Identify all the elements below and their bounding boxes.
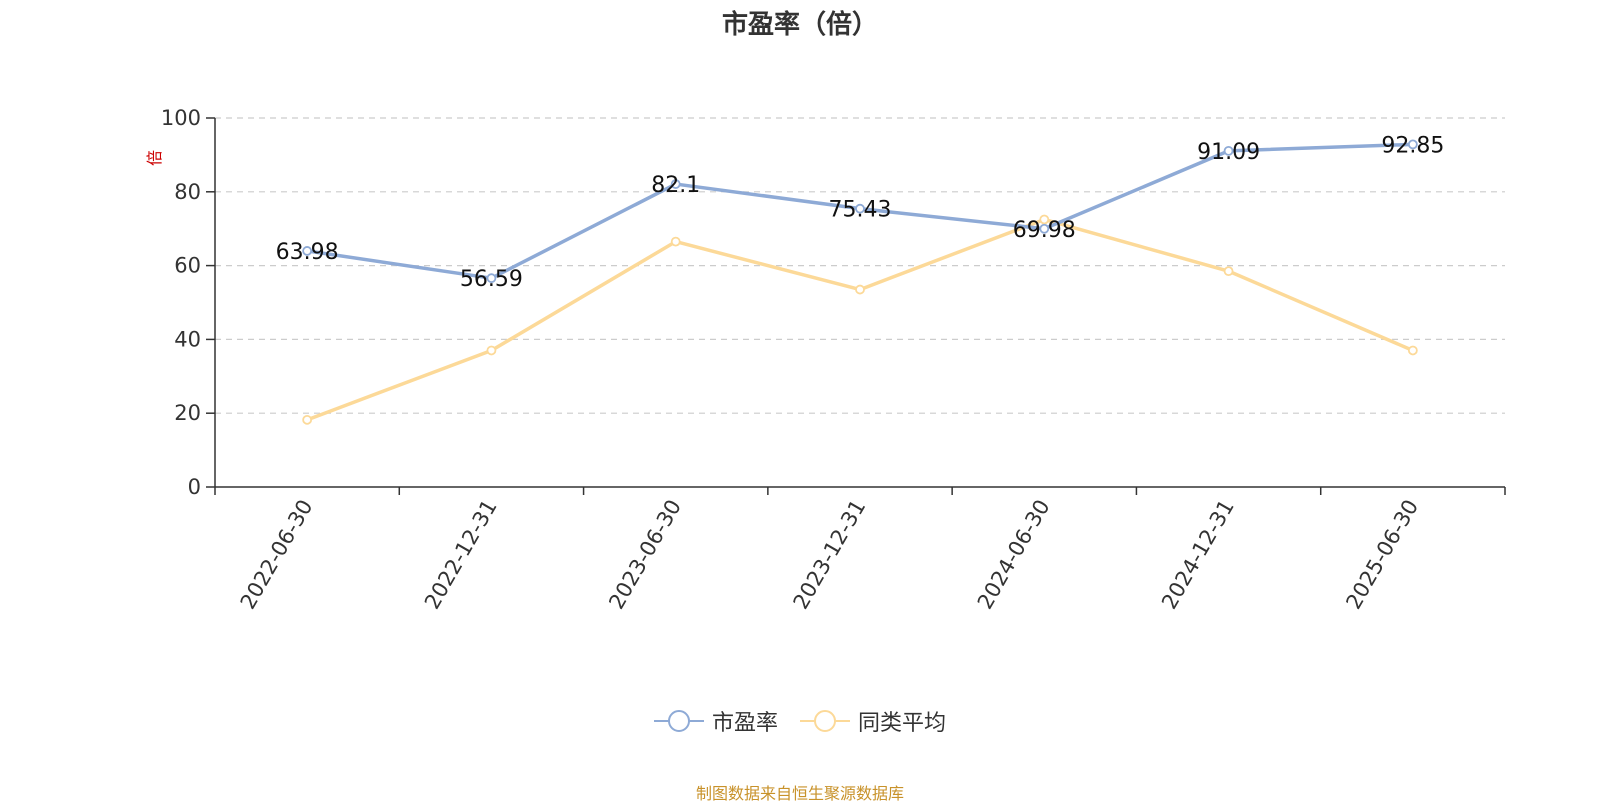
y-axis-label: 倍 [145,150,164,166]
x-tick-label: 2022-06-30 [236,496,318,614]
legend-label: 同类平均 [858,711,947,736]
legend-item[interactable]: 同类平均 [800,705,946,737]
grid-lines [215,117,1505,414]
x-tick-label: 2025-06-30 [1341,496,1423,614]
data-label: 92.85 [1381,133,1444,158]
data-label: 63.98 [276,240,339,265]
series-line [305,217,1415,422]
x-tick-label: 2023-12-31 [789,496,871,614]
legend: 市盈率 同类平均 [0,705,1600,737]
data-point [670,236,681,247]
data-label: 82.1 [651,173,700,198]
data-point [670,179,681,189]
y-tick-label: 100 [161,106,201,130]
y-tick-label: 20 [174,401,201,425]
x-tick-label: 2024-06-30 [973,496,1055,614]
data-point [486,273,497,284]
x-tick-label: 2024-12-31 [1157,496,1239,614]
data-point [1407,345,1418,356]
data-point [855,203,865,214]
data-point [855,284,865,295]
x-tick-label: 2023-06-30 [604,496,686,614]
y-tick-label: 60 [174,254,201,278]
data-point [1039,223,1050,234]
data-point [302,414,313,425]
data-point [1407,139,1418,150]
data-label: 91.09 [1197,140,1260,165]
source-note: 制图数据来自恒生聚源数据库 [695,784,904,803]
data-label: 75.43 [829,198,892,223]
data-point [1223,266,1234,277]
y-tick-label: 0 [188,475,201,499]
data-point [1039,214,1050,225]
legend-swatch-icon [653,710,704,732]
y-tick-label: 40 [174,327,201,351]
axes: 0 20 40 60 80 100 倍 2022-06-30 2022-12-31 2023-06… [145,106,1506,614]
legend-swatch-circle [814,710,836,732]
legend-swatch-circle [667,710,690,732]
series-lines [302,139,1418,425]
y-tick-label: 80 [174,180,201,204]
chart-title: 市盈率（倍） [721,10,878,40]
legend-label: 市盈率 [711,711,778,736]
data-point [486,345,497,356]
legend-swatch-icon [800,710,850,732]
data-label: 56.59 [460,267,523,292]
legend-item[interactable]: 市盈率 [653,705,778,737]
data-label: 69.98 [1013,218,1076,243]
data-point [302,246,313,256]
data-point [1223,145,1234,156]
data-labels: 63.98 56.59 82.1 75.43 69.98 91.09 92.85 [276,133,1445,292]
x-tick-label: 2022-12-31 [420,496,502,614]
